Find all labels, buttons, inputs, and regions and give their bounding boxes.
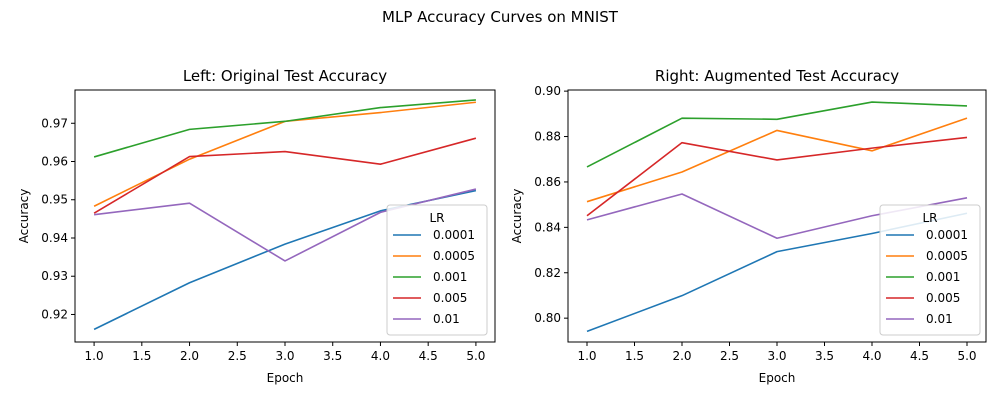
left-y-tick-label: 0.94	[41, 231, 68, 245]
right-x-tick-label: 2.0	[672, 349, 691, 363]
right-legend-label-0.001: 0.001	[926, 270, 960, 284]
right-y-tick-label: 0.82	[534, 266, 561, 280]
left-x-axis-label: Epoch	[267, 371, 304, 385]
right-legend-box	[879, 204, 981, 336]
right-legend-title: LR	[922, 211, 937, 225]
left-legend-label-0.0005: 0.0005	[433, 249, 475, 263]
right-legend-label-0.0005: 0.0005	[926, 249, 968, 263]
right-x-tick-label: 2.5	[720, 349, 739, 363]
right-legend-label-0.0001: 0.0001	[926, 228, 968, 242]
right-x-tick-label: 5.0	[957, 349, 976, 363]
left-y-axis-label: Accuracy	[17, 189, 31, 244]
left-legend-title: LR	[429, 211, 444, 225]
right-y-tick-label: 0.90	[534, 84, 561, 98]
left-x-tick-label: 3.0	[275, 349, 294, 363]
right-x-tick-label: 4.5	[910, 349, 929, 363]
left-x-tick-label: 1.5	[132, 349, 151, 363]
figure-suptitle: MLP Accuracy Curves on MNIST	[382, 8, 619, 26]
right-y-tick-label: 0.80	[534, 311, 561, 325]
left-y-tick-label: 0.95	[41, 193, 68, 207]
right-y-tick-label: 0.86	[534, 175, 561, 189]
left-y-tick-label: 0.92	[41, 307, 68, 321]
left-x-tick-label: 3.5	[323, 349, 342, 363]
left-y-tick-label: 0.97	[41, 116, 68, 130]
left-y-tick-label: 0.96	[41, 155, 68, 169]
left-chart-title: Left: Original Test Accuracy	[183, 67, 387, 85]
right-x-tick-label: 4.0	[862, 349, 881, 363]
right-y-tick-label: 0.88	[534, 130, 561, 144]
right-legend: LR 0.0001 0.0005 0.001 0.005 0.01	[879, 204, 981, 336]
right-x-axis-label: Epoch	[759, 371, 796, 385]
right-x-tick-label: 1.5	[625, 349, 644, 363]
right-series-line-0.0005	[586, 117, 968, 203]
left-series-line-0.005	[93, 137, 477, 214]
left-x-tick-label: 1.0	[85, 349, 104, 363]
left-legend-box	[386, 204, 488, 336]
left-x-tick-label: 5.0	[466, 349, 485, 363]
right-y-tick-label: 0.84	[534, 220, 561, 234]
left-x-tick-label: 2.0	[180, 349, 199, 363]
right-legend-label-0.005: 0.005	[926, 291, 960, 305]
left-x-tick-label: 2.5	[228, 349, 247, 363]
left-legend-label-0.0001: 0.0001	[433, 228, 475, 242]
left-legend-label-0.001: 0.001	[433, 270, 467, 284]
right-y-axis-label: Accuracy	[510, 189, 524, 244]
left-legend: LR 0.0001 0.0005 0.001 0.005 0.01	[386, 204, 488, 336]
left-legend-label-0.01: 0.01	[433, 312, 460, 326]
right-chart: Right: Augmented Test Accuracy Epoch Accur…	[510, 67, 987, 385]
left-x-tick-label: 4.5	[419, 349, 438, 363]
right-series-line-0.005	[586, 136, 968, 217]
right-x-tick-label: 3.5	[815, 349, 834, 363]
right-legend-label-0.01: 0.01	[926, 312, 953, 326]
left-legend-label-0.005: 0.005	[433, 291, 467, 305]
left-y-tick-label: 0.93	[41, 269, 68, 283]
right-chart-title: Right: Augmented Test Accuracy	[655, 67, 899, 85]
left-series-line-0.001	[93, 99, 476, 158]
left-chart: Left: Original Test Accuracy Epoch Accurac…	[17, 67, 496, 385]
right-x-tick-label: 3.0	[767, 349, 786, 363]
right-x-tick-label: 1.0	[577, 349, 596, 363]
left-x-tick-label: 4.0	[371, 349, 390, 363]
right-series-line-0.001	[586, 101, 968, 168]
